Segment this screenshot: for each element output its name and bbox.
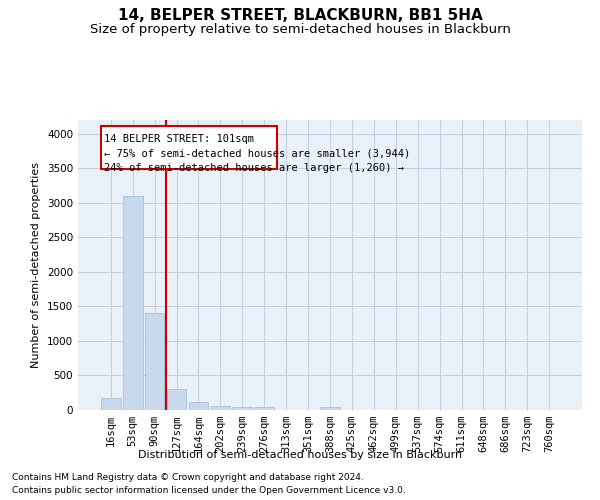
Text: Distribution of semi-detached houses by size in Blackburn: Distribution of semi-detached houses by … xyxy=(138,450,462,460)
Text: Contains public sector information licensed under the Open Government Licence v3: Contains public sector information licen… xyxy=(12,486,406,495)
Bar xyxy=(188,402,208,410)
Text: Contains HM Land Registry data © Crown copyright and database right 2024.: Contains HM Land Registry data © Crown c… xyxy=(12,474,364,482)
Text: 14 BELPER STREET: 101sqm: 14 BELPER STREET: 101sqm xyxy=(104,134,254,144)
Bar xyxy=(145,314,164,410)
Bar xyxy=(101,126,277,169)
Text: ← 75% of semi-detached houses are smaller (3,944): ← 75% of semi-detached houses are smalle… xyxy=(104,148,410,158)
Bar xyxy=(254,407,274,410)
Text: Size of property relative to semi-detached houses in Blackburn: Size of property relative to semi-detach… xyxy=(89,22,511,36)
Text: 24% of semi-detached houses are larger (1,260) →: 24% of semi-detached houses are larger (… xyxy=(104,163,404,173)
Bar xyxy=(320,406,340,410)
Y-axis label: Number of semi-detached properties: Number of semi-detached properties xyxy=(31,162,41,368)
Bar xyxy=(101,398,121,410)
Bar xyxy=(123,196,143,410)
Bar xyxy=(211,406,230,410)
Text: 14, BELPER STREET, BLACKBURN, BB1 5HA: 14, BELPER STREET, BLACKBURN, BB1 5HA xyxy=(118,8,482,22)
Bar xyxy=(232,406,252,410)
Bar xyxy=(167,390,187,410)
